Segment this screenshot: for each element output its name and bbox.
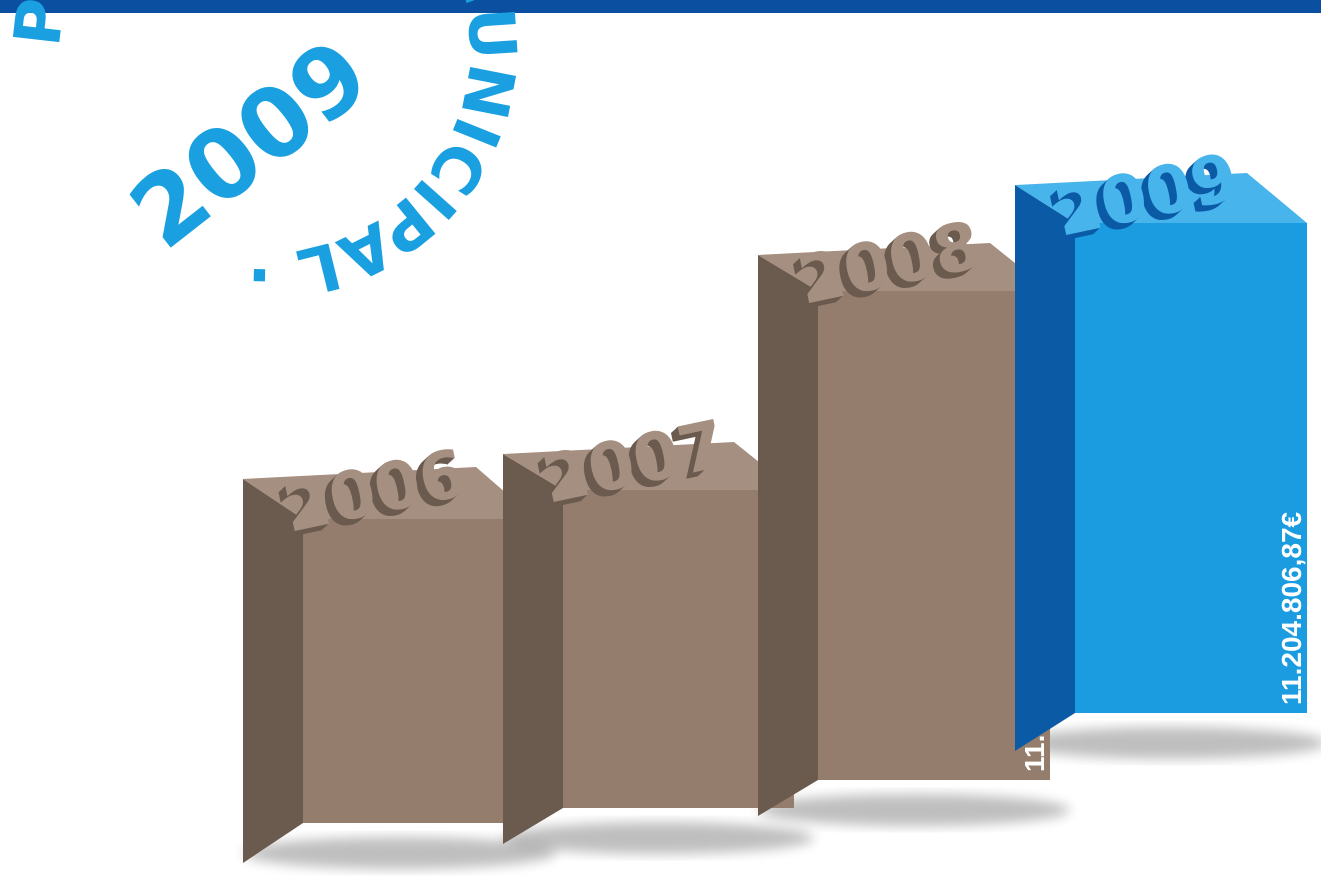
bar-side-face bbox=[243, 479, 303, 863]
bar-front-face bbox=[1075, 223, 1307, 713]
bar-shadow bbox=[503, 822, 814, 854]
bar-2007: 7.260.732,59€200720072007200720072007200… bbox=[503, 405, 794, 844]
bar-shadows bbox=[243, 727, 1321, 869]
bar-top-face bbox=[243, 467, 536, 519]
bar-value-label: 11.204.806,87€ bbox=[1276, 511, 1307, 705]
bar-front-face bbox=[563, 490, 794, 808]
bars: 6.958.031,76€200620062006200620062006200… bbox=[243, 138, 1307, 863]
bar-top-face bbox=[503, 442, 794, 490]
bar-shadow bbox=[758, 794, 1070, 826]
bar-front-face bbox=[303, 519, 536, 823]
bar-side-face bbox=[503, 454, 563, 844]
bar-2009: 11.204.806,87€20092009200920092009200920… bbox=[1015, 138, 1307, 751]
top-band bbox=[0, 0, 1321, 13]
bar-side-face bbox=[1015, 185, 1075, 751]
bar-top-face bbox=[1015, 173, 1307, 223]
bar-top-face bbox=[758, 243, 1050, 291]
bar-2006: 6.958.031,76€200620062006200620062006200… bbox=[243, 434, 536, 863]
bar-front-face bbox=[818, 291, 1050, 780]
seal-badge: PRESSUPOST · MUNICIPAL · 2009 bbox=[1, 0, 529, 311]
bar-side-face bbox=[758, 255, 818, 816]
bar-2008: 11.189.778,77€20082008200820082008200820… bbox=[758, 206, 1050, 816]
bar-shadow bbox=[243, 837, 556, 869]
bar-shadow bbox=[1015, 727, 1321, 759]
